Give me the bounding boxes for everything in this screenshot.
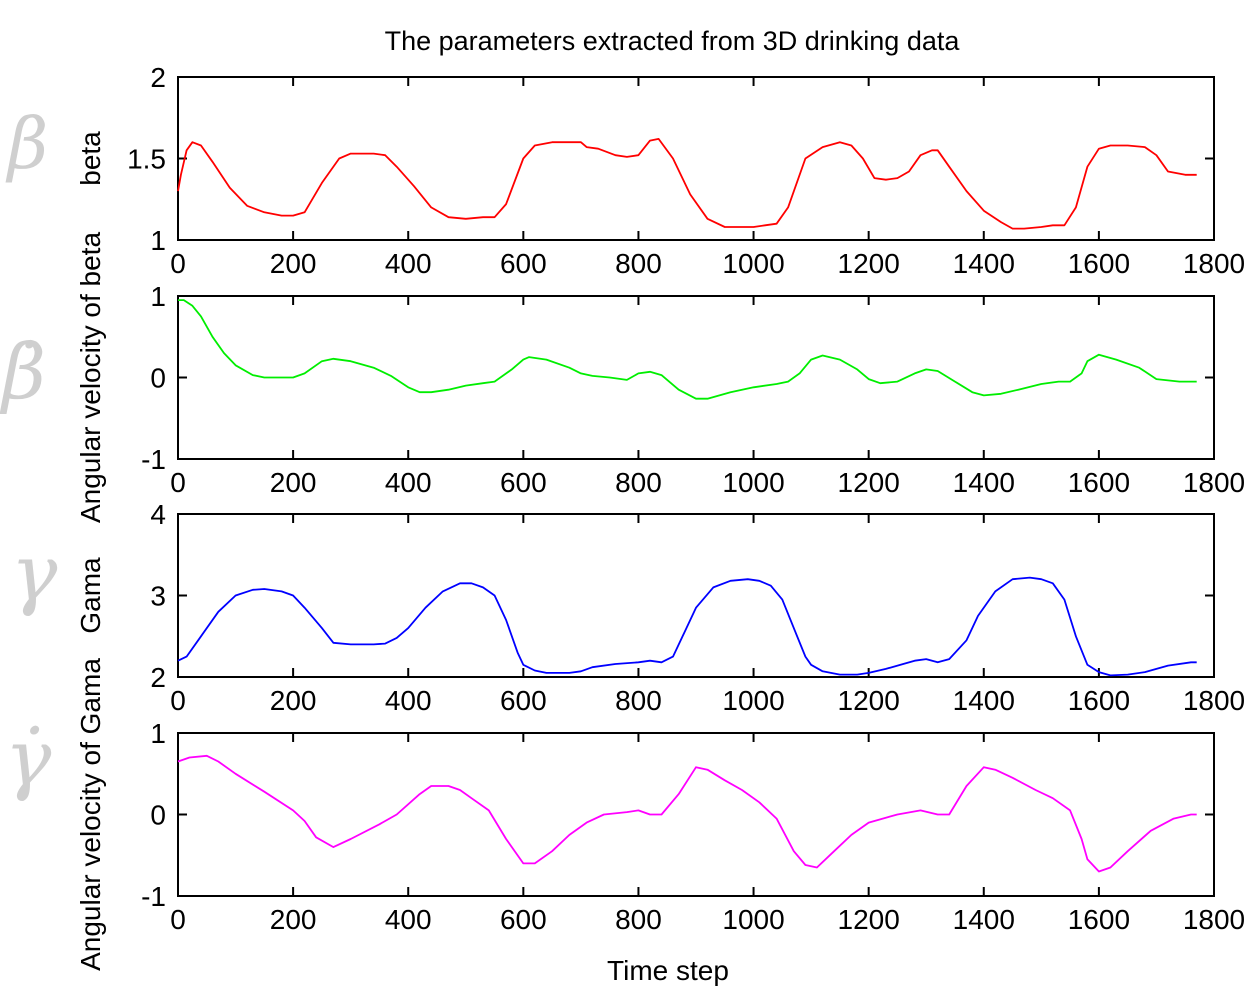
x-tick-label: 1200 bbox=[838, 467, 900, 498]
y-tick-label: 3 bbox=[150, 581, 166, 612]
y-tick-label: 0 bbox=[150, 800, 166, 831]
x-tick-label: 0 bbox=[170, 467, 186, 498]
x-tick-label: 0 bbox=[170, 248, 186, 279]
subplot-2: 0 200 400 600 800 1000 1200 1400 1600 1800-101Ang… bbox=[0, 232, 1245, 523]
x-tick-label: 400 bbox=[385, 467, 432, 498]
plot-frame bbox=[177, 76, 1215, 241]
y-tick-label: 2 bbox=[150, 62, 166, 93]
x-tick-label: 1000 bbox=[722, 248, 784, 279]
x-tick-label: 1200 bbox=[838, 685, 900, 716]
series-line bbox=[177, 137, 1197, 230]
x-tick-label: 400 bbox=[385, 685, 432, 716]
chart-title: The parameters extracted from 3D drinkin… bbox=[385, 26, 961, 56]
y-axis-label: Gama bbox=[75, 557, 106, 634]
subplot-4: 0 200 400 600 800 1000 1200 1400 1600 1800-101Ang… bbox=[5, 658, 1245, 971]
y-tick-label: 4 bbox=[150, 499, 166, 530]
series-line bbox=[177, 754, 1197, 873]
x-tick-label: 1600 bbox=[1068, 904, 1130, 935]
x-tick-label: 600 bbox=[500, 685, 547, 716]
y-tick-label: -1 bbox=[141, 444, 166, 475]
axis-symbol: β bbox=[5, 103, 48, 185]
x-tick-label: 800 bbox=[615, 685, 662, 716]
x-tick-label: 1400 bbox=[953, 904, 1015, 935]
plot-frame bbox=[177, 732, 1215, 897]
x-tick-label: 1000 bbox=[722, 904, 784, 935]
y-tick-label: 0 bbox=[150, 363, 166, 394]
x-tick-label: 1400 bbox=[953, 685, 1015, 716]
y-tick-label: 1 bbox=[150, 281, 166, 312]
x-tick-label: 1200 bbox=[838, 904, 900, 935]
x-tick-label: 800 bbox=[615, 904, 662, 935]
x-tick-label: 1800 bbox=[1183, 685, 1245, 716]
y-axis-label: Angular velocity of Gama bbox=[75, 658, 106, 971]
x-tick-label: 400 bbox=[385, 248, 432, 279]
x-tick-label: 1400 bbox=[953, 467, 1015, 498]
series-line bbox=[177, 576, 1197, 677]
y-axis-label: beta bbox=[75, 131, 106, 186]
x-tick-label: 600 bbox=[500, 467, 547, 498]
x-tick-label: 1800 bbox=[1183, 248, 1245, 279]
x-tick-label: 1600 bbox=[1068, 685, 1130, 716]
y-axis-label: Angular velocity of beta bbox=[75, 232, 106, 523]
subplot-3: 0 200 400 600 800 1000 1200 1400 1600 1800 2 3 4 Gama… bbox=[11, 499, 1245, 716]
subplot-1: 0 200 400 600 800 1000 1200 1400 1600 1800 1 1.5 2 be… bbox=[5, 62, 1245, 279]
x-tick-label: 600 bbox=[500, 904, 547, 935]
x-tick-label: 200 bbox=[270, 685, 317, 716]
axis-symbol: γ bbox=[11, 529, 58, 619]
plot-frame bbox=[177, 513, 1215, 678]
x-tick-label: 1600 bbox=[1068, 248, 1130, 279]
x-axis-label: Time step bbox=[607, 955, 729, 986]
x-tick-label: 1800 bbox=[1183, 467, 1245, 498]
y-tick-label: 1 bbox=[150, 225, 166, 256]
x-tick-label: 200 bbox=[270, 248, 317, 279]
x-tick-label: 400 bbox=[385, 904, 432, 935]
axis-symbol: γ̇ bbox=[5, 714, 52, 804]
x-tick-label: 1200 bbox=[838, 248, 900, 279]
x-tick-label: 200 bbox=[270, 467, 317, 498]
x-tick-label: 0 bbox=[170, 904, 186, 935]
x-tick-label: 800 bbox=[615, 467, 662, 498]
x-tick-label: 200 bbox=[270, 904, 317, 935]
y-tick-label: 1 bbox=[150, 718, 166, 749]
y-tick-label: 2 bbox=[150, 662, 166, 693]
axis-symbol: β̇ bbox=[0, 327, 46, 416]
x-tick-label: 1400 bbox=[953, 248, 1015, 279]
x-tick-label: 1000 bbox=[722, 685, 784, 716]
series-line bbox=[178, 299, 1197, 400]
y-tick-label: -1 bbox=[141, 881, 166, 912]
x-tick-label: 1000 bbox=[722, 467, 784, 498]
x-tick-label: 1800 bbox=[1183, 904, 1245, 935]
y-tick-label: 1.5 bbox=[127, 144, 166, 175]
subplots: 0 200 400 600 800 1000 1200 1400 1600 180011.52be… bbox=[0, 62, 1245, 971]
x-tick-label: 1600 bbox=[1068, 467, 1130, 498]
plot-frame bbox=[177, 295, 1215, 460]
x-tick-label: 800 bbox=[615, 248, 662, 279]
x-tick-label: 0 bbox=[170, 685, 186, 716]
x-tick-label: 600 bbox=[500, 248, 547, 279]
